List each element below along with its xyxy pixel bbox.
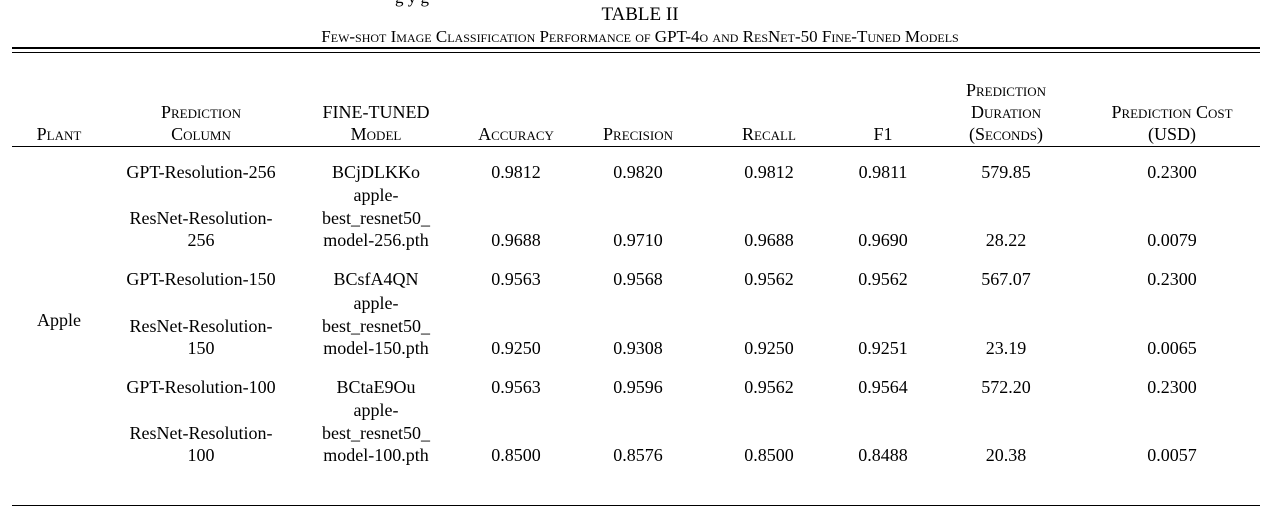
cell-cost: 0.2300: [1147, 269, 1197, 289]
cell-f1: 0.9690: [858, 230, 908, 250]
cell-precision: 0.9710: [613, 230, 663, 250]
header-rule: [12, 146, 1260, 147]
header-prediction-column-line2: Column: [171, 124, 231, 144]
cell-prediction-column: ResNet-Resolution-: [129, 207, 273, 228]
header-cost-line2: (USD): [1148, 124, 1196, 144]
bottom-rule: [12, 505, 1260, 506]
cell-duration: 20.38: [985, 445, 1027, 465]
header-cost-line1: Prediction Cost: [1111, 102, 1233, 122]
header-duration-line1: Prediction: [965, 80, 1047, 100]
cell-cost: 0.0057: [1147, 445, 1197, 465]
cell-f1: 0.8488: [858, 445, 908, 465]
header-precision: Precision: [603, 124, 673, 144]
cell-prediction-column: ResNet-Resolution-: [129, 315, 273, 336]
cell-accuracy: 0.8500: [491, 445, 541, 465]
cell-fine-tuned-model: apple-: [353, 293, 399, 313]
cell-precision: 0.9568: [613, 269, 663, 289]
header-fine-tuned-line1: FINE-TUNED: [322, 102, 430, 122]
cell-f1: 0.9562: [858, 269, 908, 289]
top-rule-thick: [12, 47, 1260, 49]
cell-recall: 0.8500: [744, 445, 794, 465]
cell-fine-tuned-model: best_resnet50_: [322, 315, 430, 336]
cell-precision: 0.8576: [613, 445, 663, 465]
cell-precision: 0.9308: [613, 338, 663, 358]
cell-f1: 0.9251: [858, 338, 908, 358]
cell-f1: 0.9811: [858, 162, 908, 182]
cell-cost: 0.0079: [1147, 230, 1197, 250]
cell-prediction-column: 150: [187, 338, 215, 358]
cell-prediction-column: GPT-Resolution-100: [126, 377, 276, 397]
plant-cell: Apple: [37, 310, 81, 330]
table-number: TABLE II: [601, 4, 679, 25]
cell-precision: 0.9820: [613, 162, 663, 182]
header-recall: Recall: [742, 124, 796, 144]
cell-recall: 0.9688: [744, 230, 794, 250]
header-plant: Plant: [36, 124, 82, 144]
cell-fine-tuned-model: BCjDLKKo: [331, 162, 421, 182]
cut-off-fragment: g y g: [395, 0, 429, 8]
cell-prediction-column: ResNet-Resolution-: [129, 422, 273, 443]
header-fine-tuned-line2: Model: [350, 124, 402, 144]
cell-cost: 0.0065: [1147, 338, 1197, 358]
header-f1: F1: [873, 124, 893, 144]
cell-fine-tuned-model: best_resnet50_: [322, 207, 430, 228]
cell-accuracy: 0.9812: [491, 162, 541, 182]
cell-fine-tuned-model: model-100.pth: [323, 445, 429, 465]
cell-prediction-column: GPT-Resolution-150: [126, 269, 276, 289]
cell-fine-tuned-model: model-256.pth: [323, 230, 429, 250]
header-duration-line2: Duration: [970, 102, 1042, 122]
cell-fine-tuned-model: BCsfA4QN: [333, 269, 419, 289]
cell-recall: 0.9562: [744, 269, 794, 289]
top-rule-thin: [12, 52, 1260, 53]
cell-duration: 579.85: [981, 162, 1031, 182]
cell-recall: 0.9250: [744, 338, 794, 358]
cell-fine-tuned-model: best_resnet50_: [322, 422, 430, 443]
cell-prediction-column: GPT-Resolution-256: [126, 162, 276, 182]
cell-cost: 0.2300: [1147, 162, 1197, 182]
header-duration-line3: (Seconds): [968, 124, 1044, 144]
cell-fine-tuned-model: apple-: [353, 185, 399, 205]
cell-accuracy: 0.9563: [491, 377, 541, 397]
cell-recall: 0.9812: [744, 162, 794, 182]
cell-cost: 0.2300: [1147, 377, 1197, 397]
cell-duration: 567.07: [981, 269, 1031, 289]
cell-duration: 572.20: [981, 377, 1031, 397]
cell-fine-tuned-model: BCtaE9Ou: [336, 377, 416, 397]
cell-accuracy: 0.9688: [491, 230, 541, 250]
cell-prediction-column: 256: [187, 230, 215, 250]
cell-fine-tuned-model: apple-: [353, 400, 399, 420]
cell-prediction-column: 100: [187, 445, 215, 465]
cell-duration: 28.22: [985, 230, 1027, 250]
cell-accuracy: 0.9250: [491, 338, 541, 358]
cell-precision: 0.9596: [613, 377, 663, 397]
cut-off-text-line: g y g: [0, 0, 1270, 8]
cell-fine-tuned-model: model-150.pth: [323, 338, 429, 358]
header-prediction-column-line1: Prediction: [160, 102, 242, 122]
cell-duration: 23.19: [985, 338, 1027, 358]
cell-accuracy: 0.9563: [491, 269, 541, 289]
cell-recall: 0.9562: [744, 377, 794, 397]
header-accuracy: Accuracy: [478, 124, 554, 144]
table-title: Few-shot Image Classification Performanc…: [321, 27, 959, 46]
cell-f1: 0.9564: [858, 377, 908, 397]
